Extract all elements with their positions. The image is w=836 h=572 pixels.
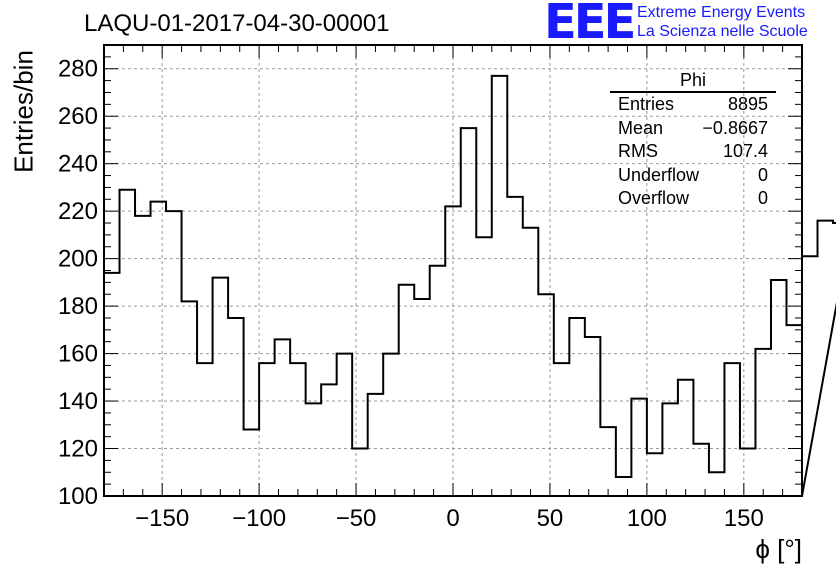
- histogram-bin: [120, 190, 136, 496]
- stats-label: Mean: [618, 117, 664, 138]
- histogram-bin: [585, 337, 601, 496]
- x-tick-label: −50: [336, 505, 377, 532]
- stats-row-underflow: Underflow 0: [610, 164, 776, 188]
- histogram-bin: [430, 266, 446, 496]
- histogram-bin: [306, 403, 322, 496]
- y-tick-label: 220: [58, 198, 98, 225]
- histogram-bin: [755, 349, 771, 496]
- histogram-bin: [445, 206, 461, 496]
- stats-label: RMS: [618, 141, 658, 161]
- histogram-bin: [414, 299, 430, 496]
- y-axis-label: Entries/bin: [8, 50, 39, 173]
- y-tick-label: 100: [58, 483, 98, 510]
- histogram-bin: [538, 294, 554, 496]
- x-tick-label: 100: [627, 505, 667, 532]
- histogram-bin: [197, 363, 213, 496]
- x-tick-label: −100: [232, 505, 286, 532]
- histogram-bin: [740, 449, 756, 496]
- histogram-bin: [786, 325, 802, 496]
- plot-title: LAQU-01-2017-04-30-00001: [84, 10, 390, 37]
- histogram-bin: [724, 363, 740, 496]
- histogram-bin: [275, 339, 291, 496]
- histogram-bin: [151, 202, 167, 496]
- histogram-bin: [492, 76, 508, 496]
- stats-value: −0.8667: [702, 117, 768, 138]
- stats-row-entries: Entries 8895: [610, 93, 776, 117]
- histogram-bars: [103, 74, 836, 497]
- logo-line-2: La Scienza nelle Scuole: [637, 23, 808, 40]
- histogram-bin: [616, 477, 632, 496]
- logo-line-1: Extreme Energy Events: [637, 4, 806, 21]
- stats-row-overflow: Overflow 0: [610, 187, 776, 211]
- histogram-bin: [802, 256, 818, 496]
- histogram-bin: [818, 221, 834, 496]
- histogram-bin: [600, 427, 616, 496]
- y-tick-label: 180: [58, 293, 98, 320]
- histogram-bin: [321, 384, 337, 496]
- histogram-bin: [693, 444, 709, 496]
- histogram-bin: [213, 278, 229, 496]
- y-tick-label: 240: [58, 151, 98, 178]
- stats-label: Underflow: [618, 164, 700, 185]
- y-tick-label: 200: [58, 246, 98, 273]
- histogram-bin: [290, 363, 306, 496]
- stats-name: Phi: [610, 70, 776, 93]
- histogram-bin: [399, 285, 415, 496]
- histogram-bin: [662, 403, 678, 496]
- histogram-bin: [228, 318, 244, 496]
- histogram-bin: [259, 363, 275, 496]
- x-tick-label: 0: [446, 505, 459, 532]
- stats-value: 0: [757, 188, 768, 208]
- stats-label: Overflow: [618, 188, 690, 208]
- histogram-bin: [182, 301, 198, 496]
- stats-value: 0: [757, 164, 768, 185]
- stats-value: 107.4: [722, 141, 768, 161]
- axes: −150 −100 −50 0 50 100 150 100 120 140 160 180 200 22…: [58, 44, 803, 532]
- stats-row-rms: RMS 107.4: [610, 140, 776, 164]
- histogram-bin: [554, 363, 570, 496]
- stats-box: Phi Entries 8895 Mean −0.8667 RMS 107.4 …: [610, 70, 776, 211]
- x-tick-label: −150: [135, 505, 189, 532]
- y-tick-label: 280: [58, 56, 98, 83]
- histogram-bin: [135, 216, 151, 496]
- x-axis-label: ϕ [°]: [755, 534, 802, 564]
- stats-row-mean: Mean −0.8667: [610, 117, 776, 141]
- histogram-bin: [507, 197, 523, 496]
- y-tick-label: 140: [58, 388, 98, 415]
- histogram-bin: [569, 318, 585, 496]
- histogram-bin: [523, 228, 539, 496]
- histogram-bin: [166, 211, 182, 496]
- y-tick-label: 260: [58, 103, 98, 130]
- histogram-bin: [678, 380, 694, 496]
- histogram-bin: [244, 430, 260, 496]
- grid-lines: [104, 45, 802, 496]
- histogram-bin: [476, 237, 492, 496]
- histogram-bin: [352, 449, 368, 496]
- histogram-bin: [771, 280, 787, 496]
- histogram-bin: [631, 399, 647, 496]
- histogram-bin: [461, 128, 477, 496]
- stats-label: Entries: [618, 94, 675, 114]
- histogram-bin: [337, 354, 353, 496]
- x-tick-label: 150: [724, 505, 764, 532]
- histogram-bin: [709, 472, 725, 496]
- histogram-bin: [647, 453, 663, 496]
- histogram-outline: [103, 74, 836, 497]
- histogram-bin: [383, 354, 399, 496]
- stats-value: 8895: [727, 94, 768, 114]
- x-tick-label: 50: [537, 505, 564, 532]
- y-tick-label: 160: [58, 341, 98, 368]
- histogram-bin: [368, 394, 384, 496]
- y-tick-label: 120: [58, 436, 98, 463]
- eee-logo: EEE: [544, 0, 636, 50]
